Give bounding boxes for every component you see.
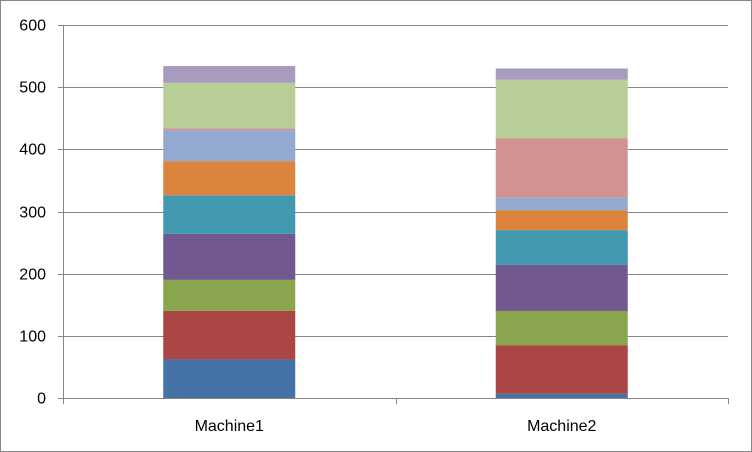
y-tick-label: 0 [37,391,46,408]
bar-segment-5-machine1 [163,195,296,234]
y-tick-label: 100 [19,329,46,346]
bar-segment-9-machine2 [495,79,628,139]
y-tick-label: 500 [19,80,46,97]
y-axis-tick-labels: 0 100 200 300 400 500 600 [19,18,46,408]
x-category-label: Machine1 [195,418,264,435]
x-axis-category-labels: Machine1 Machine2 [195,418,597,435]
bar-segment-1-machine2 [495,393,628,398]
bar-segment-1-machine1 [163,359,296,398]
bar-segments [163,66,628,398]
bar-segment-7-machine2 [495,197,628,211]
gridlines [63,25,728,337]
y-tick-label: 400 [19,142,46,159]
bar-segment-8-machine2 [495,138,628,198]
bar-segment-8-machine1 [163,128,296,131]
bar-segment-3-machine2 [495,310,628,346]
y-tick-label: 200 [19,267,46,284]
bar-segment-3-machine1 [163,279,296,311]
y-tick-label: 600 [19,18,46,35]
bar-segment-2-machine1 [163,310,296,360]
bar-segment-6-machine2 [495,210,628,231]
bar-segment-4-machine1 [163,233,296,280]
bar-segment-5-machine2 [495,230,628,265]
bar-segment-10-machine2 [495,68,628,80]
axes [58,25,729,404]
bar-segment-2-machine2 [495,345,628,394]
bar-segment-4-machine2 [495,264,628,311]
bar-segment-6-machine1 [163,161,296,196]
bar-segment-10-machine1 [163,66,296,83]
bar-segment-9-machine1 [163,82,296,129]
y-tick-label: 300 [19,205,46,222]
x-category-label: Machine2 [527,418,596,435]
bar-segment-7-machine1 [163,130,296,162]
